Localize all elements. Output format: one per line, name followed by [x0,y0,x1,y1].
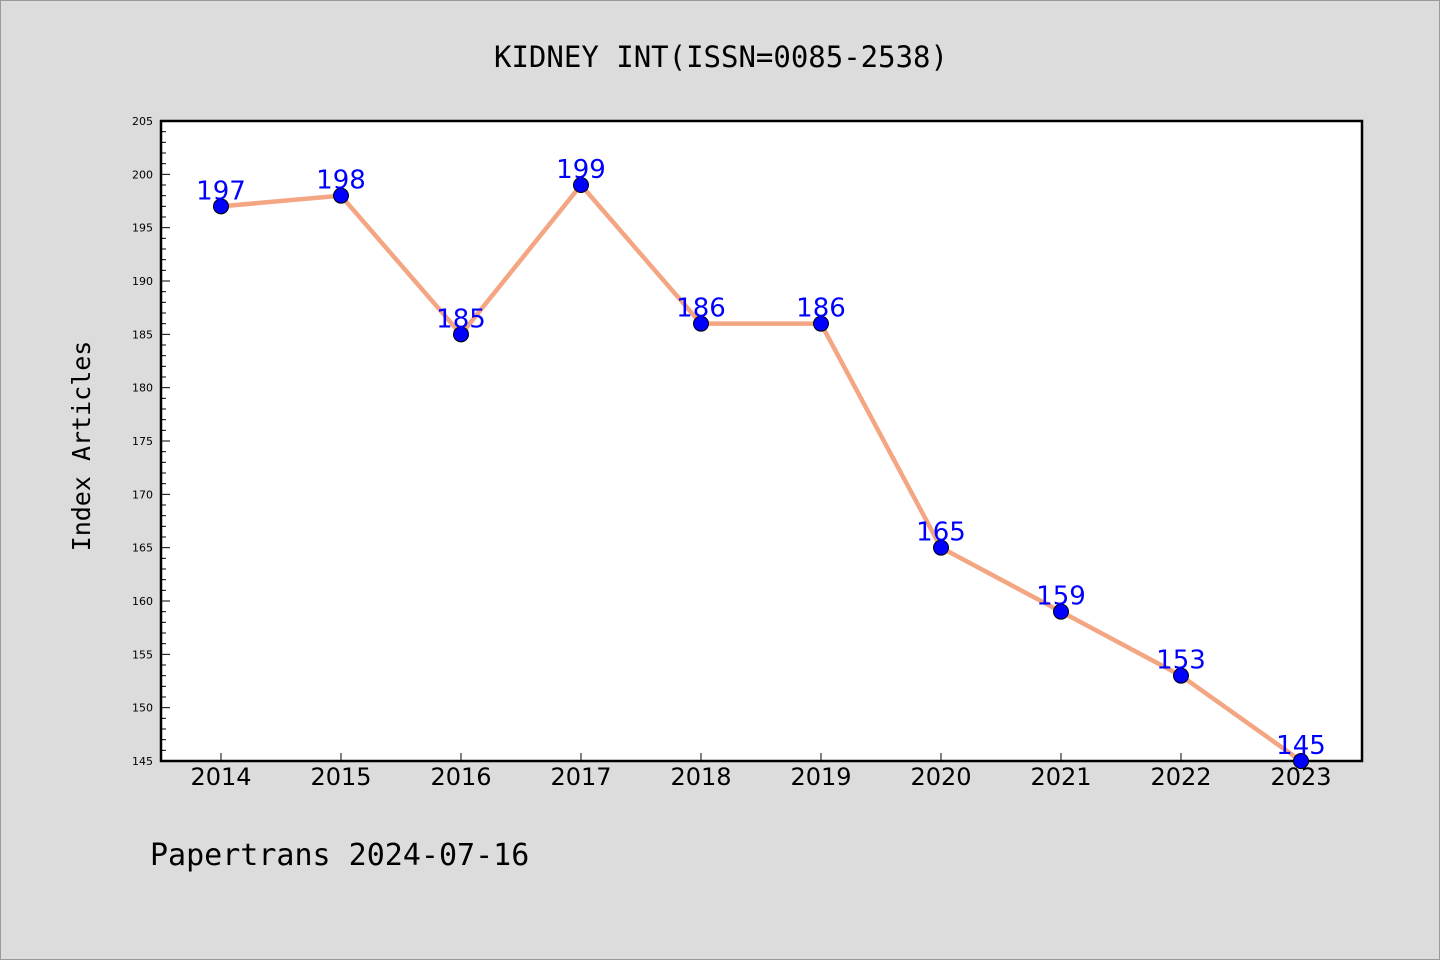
data-label: 186 [796,294,846,324]
y-axis-label: Index Articles [67,341,96,552]
data-point [813,315,829,332]
data-point [573,177,589,193]
data-label: 145 [1276,731,1326,761]
x-tick-label: 2014 [190,763,251,791]
data-point [213,198,229,215]
data-point [333,187,349,204]
data-label: 185 [436,304,486,334]
y-tick-label: 155 [132,648,153,661]
y-tick-label: 190 [132,275,153,288]
data-label: 197 [196,176,246,206]
data-label: 165 [916,518,966,548]
x-tick-label: 2022 [1150,763,1211,791]
x-tick-label: 2019 [790,763,851,791]
y-tick-label: 205 [132,115,153,128]
data-label: 198 [316,166,366,196]
y-tick-label: 160 [132,595,153,608]
x-tick-label: 2017 [550,763,611,791]
y-tick-label: 170 [132,488,153,501]
data-label: 186 [676,294,726,324]
footer-text: Papertrans 2024-07-16 [150,838,529,873]
x-axis-ticks: 2014 2015 2016 2017 2018 2019 2020 2021 2022 2023 [190,753,1332,791]
x-tick-label: 2016 [430,763,491,791]
data-point [1053,603,1069,620]
data-label: 153 [1156,646,1206,676]
x-tick-label: 2018 [670,763,731,791]
y-axis-ticks: 145 150 155 160 165 170 175 180 185 190 195 200 205 [132,115,170,768]
data-point [1173,667,1189,684]
data-point [693,315,709,332]
data-point [453,326,469,343]
x-tick-label: 2021 [1030,763,1091,791]
x-tick-label: 2020 [910,763,971,791]
series-line [218,182,1304,764]
data-label: 199 [556,155,606,185]
y-tick-label: 150 [132,702,153,715]
y-tick-label: 165 [132,542,153,555]
y-tick-label: 175 [132,435,153,448]
data-point [1293,753,1309,769]
data-point [933,539,949,556]
series-layer: 197 198 185 199 186 186 165 159 153 145 [196,155,1326,769]
y-tick-label: 180 [132,382,153,395]
y-tick-label: 195 [132,222,153,235]
plot-area [159,119,1364,763]
data-label: 159 [1036,582,1086,612]
chart-title: KIDNEY INT(ISSN=0085-2538) [494,40,948,74]
y-tick-label: 145 [132,755,153,768]
y-tick-label: 200 [132,168,153,181]
y-tick-label: 185 [132,328,153,341]
x-tick-label: 2015 [310,763,371,791]
